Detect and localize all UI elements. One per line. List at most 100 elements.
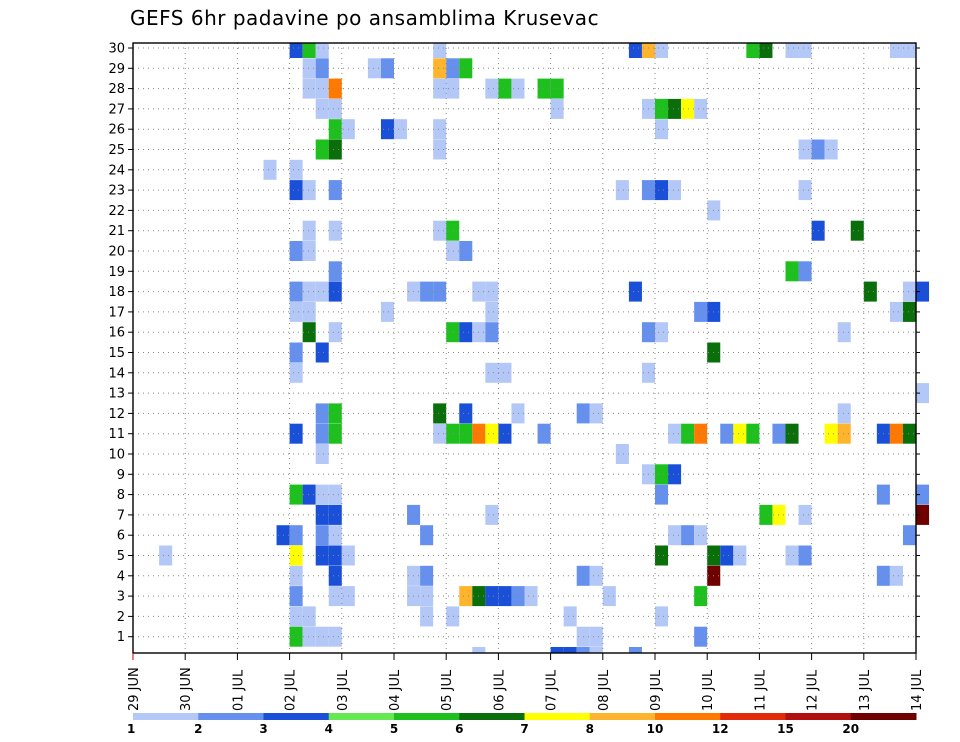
heatmap-cell	[433, 403, 447, 424]
x-tick-label: 01 JUL	[231, 669, 246, 711]
heatmap-cell	[302, 281, 316, 302]
x-tick-label: 07 JUL	[545, 669, 560, 711]
heatmap-cell	[446, 322, 460, 343]
heatmap-cell	[537, 423, 551, 444]
heatmap-cell	[511, 586, 525, 607]
y-tick-label: 10	[108, 448, 125, 463]
heatmap-cell	[681, 423, 695, 444]
heatmap-cell	[302, 43, 316, 58]
y-tick-label: 20	[108, 245, 125, 260]
y-tick-label: 6	[117, 529, 125, 544]
y-tick-label: 8	[117, 488, 125, 503]
heatmap-cell	[472, 647, 486, 653]
y-tick-label: 19	[108, 265, 125, 280]
heatmap-cell	[498, 78, 512, 99]
heatmap-cell	[655, 180, 669, 201]
heatmap-cell	[433, 119, 447, 140]
heatmap-cell	[315, 525, 329, 546]
x-tick-label: 09 JUL	[649, 669, 664, 711]
heatmap-cell	[302, 58, 316, 79]
heatmap-cell	[328, 565, 342, 586]
heatmap-cell	[433, 281, 447, 302]
heatmap-cell	[798, 43, 812, 58]
legend-label: 7	[520, 722, 528, 736]
heatmap-cell	[315, 504, 329, 525]
heatmap-cell	[289, 586, 303, 607]
y-tick-label: 9	[117, 468, 125, 483]
heatmap-cell	[328, 281, 342, 302]
x-axis: 29 JUN 30 JUN 01 JUL 02 JUL 03 JUL 04 JUL 05 J…	[127, 653, 925, 711]
heatmap-cell	[328, 322, 342, 343]
heatmap-cell	[889, 301, 903, 322]
heatmap-cell	[315, 139, 329, 160]
heatmap-cell	[668, 98, 682, 119]
legend-swatch	[589, 713, 656, 720]
legend-swatch	[459, 713, 525, 720]
y-tick-label: 13	[108, 387, 125, 402]
x-tick-label: 30 JUN	[179, 667, 194, 711]
heatmap-cell	[916, 484, 930, 505]
heatmap-cell	[289, 626, 303, 647]
heatmap-cell	[902, 525, 916, 546]
legend-swatch	[133, 713, 199, 720]
heatmap-cell	[485, 423, 499, 444]
heatmap-cell	[289, 525, 303, 546]
gridlines	[133, 43, 916, 653]
heatmap-cell	[655, 545, 669, 566]
heatmap-cell	[328, 525, 342, 546]
heatmap-cell	[615, 444, 629, 464]
heatmap-cell	[289, 241, 303, 261]
heatmap-cell	[380, 119, 394, 140]
heatmap-cell	[315, 423, 329, 444]
x-tick-label: 08 JUL	[597, 669, 612, 711]
x-tick-label: 14 JUL	[910, 669, 925, 711]
heatmap-cell	[668, 464, 682, 485]
heatmap-cell	[459, 586, 473, 607]
heatmap-cell	[315, 342, 329, 363]
heatmap-cell	[694, 423, 708, 444]
y-tick-label: 5	[117, 549, 125, 564]
heatmap-cell	[916, 504, 930, 525]
legend-swatch	[785, 713, 852, 720]
heatmap-cell	[433, 139, 447, 160]
heatmap-cell	[655, 606, 669, 627]
heatmap-cell	[289, 362, 303, 383]
heatmap-cell	[785, 545, 799, 566]
y-tick-label: 21	[108, 224, 125, 239]
y-tick-label: 30	[108, 42, 125, 57]
heatmap-cell	[576, 647, 590, 653]
legend-swatch	[198, 713, 264, 720]
heatmap-cell	[798, 545, 812, 566]
legend-swatch	[655, 713, 721, 720]
heatmap-cell	[485, 78, 499, 99]
heatmap-cell	[328, 586, 342, 607]
heatmap-cell	[459, 423, 473, 444]
heatmap-cell	[433, 220, 447, 241]
legend-label: 4	[325, 722, 333, 736]
heatmap-cell	[289, 180, 303, 201]
heatmap-cell	[433, 423, 447, 444]
heatmap-cell	[655, 464, 669, 485]
heatmap-cell	[459, 322, 473, 343]
legend-label: 1	[127, 722, 135, 736]
x-tick-label: 12 JUL	[806, 669, 821, 711]
heatmap-cell	[720, 545, 734, 566]
heatmap-cell	[889, 565, 903, 586]
heatmap-cell	[420, 281, 434, 302]
heatmap-cell	[694, 586, 708, 607]
heatmap-cell	[694, 626, 708, 647]
heatmap-cell	[550, 98, 564, 119]
heatmap-cell	[159, 545, 173, 566]
heatmap-cell	[589, 626, 603, 647]
heatmap-cell	[289, 606, 303, 627]
heatmap-cell	[380, 301, 394, 322]
legend-label: 20	[842, 722, 859, 736]
chart-title: GEFS 6hr padavine po ansamblima Krusevac	[130, 6, 600, 30]
x-tick-label: 13 JUL	[858, 669, 873, 711]
y-tick-label: 26	[108, 123, 125, 138]
legend-swatch	[394, 713, 460, 720]
heatmap-cell	[524, 586, 538, 607]
y-tick-label: 16	[108, 326, 125, 341]
heatmap-cell	[759, 504, 773, 525]
heatmap-cell	[694, 98, 708, 119]
